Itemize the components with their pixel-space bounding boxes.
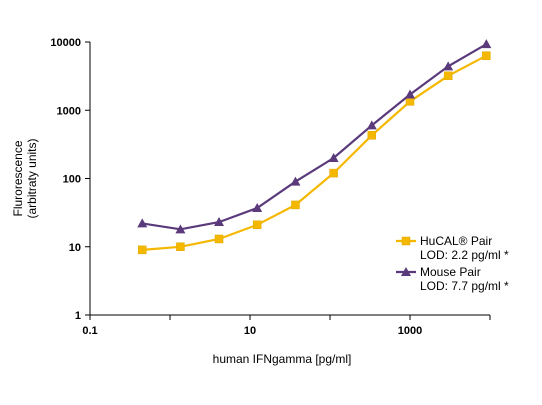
data-point bbox=[329, 168, 338, 178]
data-point bbox=[481, 39, 492, 49]
data-point bbox=[367, 131, 377, 140]
axis-ticks: 1 10 100 1000 10000 0.1 10 1000 bbox=[50, 37, 491, 337]
series-mouse-pair bbox=[137, 39, 492, 234]
data-point bbox=[405, 97, 415, 106]
y-tick-label: 10000 bbox=[50, 37, 81, 49]
x-tick-label: 0.1 bbox=[82, 325, 97, 337]
legend-marker bbox=[401, 267, 411, 276]
x-tick-label: 1000 bbox=[398, 325, 422, 337]
y-tick-label: 100 bbox=[63, 174, 81, 186]
legend-entry: Mouse Pair LOD: 7.7 pg/ml * bbox=[396, 265, 509, 293]
data-point bbox=[443, 61, 454, 71]
x-tick-label: 10 bbox=[244, 325, 256, 337]
legend-label: HuCAL® Pair LOD: 2.2 pg/ml * bbox=[420, 234, 509, 262]
y-axis-label: Flurorescence(arbitraty units) bbox=[11, 138, 39, 218]
y-axis-title: Flurorescence(arbitraty units) bbox=[11, 138, 39, 218]
data-point bbox=[176, 242, 185, 251]
series-line bbox=[142, 43, 487, 231]
legend-label: Mouse Pair LOD: 7.7 pg/ml * bbox=[420, 265, 509, 293]
series-line bbox=[142, 54, 487, 251]
data-point bbox=[214, 234, 224, 244]
data-point bbox=[252, 220, 262, 230]
data-point bbox=[328, 152, 339, 162]
data-point bbox=[366, 120, 377, 130]
data-point bbox=[443, 71, 453, 81]
data-point bbox=[138, 245, 147, 255]
data-point bbox=[290, 176, 301, 186]
y-tick-label: 1 bbox=[75, 310, 81, 322]
y-tick-label: 1000 bbox=[57, 105, 81, 117]
data-point bbox=[175, 224, 186, 234]
data-point bbox=[252, 202, 263, 212]
legend-marker bbox=[401, 236, 411, 246]
data-point bbox=[137, 218, 148, 228]
series-layer bbox=[137, 39, 492, 255]
data-point bbox=[291, 200, 300, 210]
data-point bbox=[482, 51, 491, 60]
y-tick-label: 10 bbox=[69, 242, 81, 254]
data-point bbox=[405, 89, 415, 99]
legend-entry: HuCAL® Pair LOD: 2.2 pg/ml * bbox=[396, 234, 509, 262]
x-axis-label: human IFNgamma [pg/ml] bbox=[213, 352, 352, 366]
data-point bbox=[214, 217, 225, 227]
series-hucal-pair bbox=[138, 51, 491, 255]
legend: HuCAL® Pair LOD: 2.2 pg/ml * Mouse Pair LOD… bbox=[396, 234, 509, 293]
